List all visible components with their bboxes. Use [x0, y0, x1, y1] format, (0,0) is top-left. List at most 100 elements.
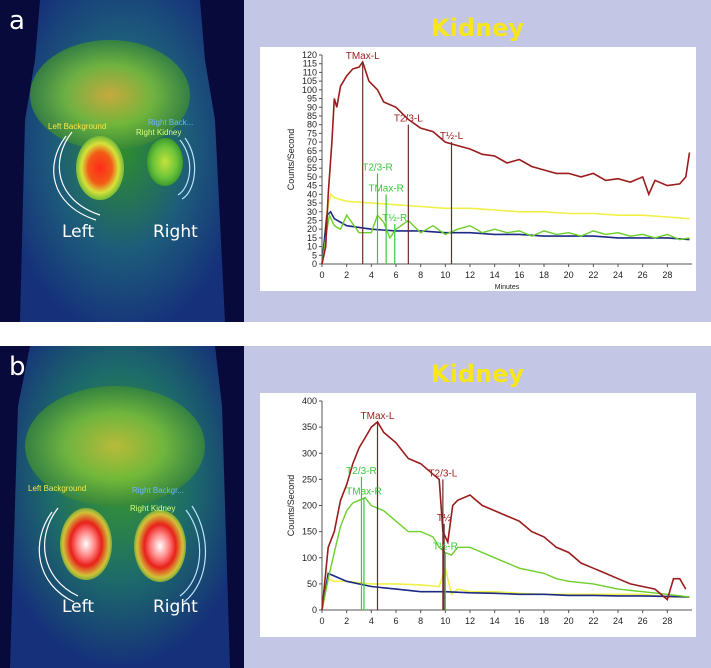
x-tick-label: 2 — [344, 616, 349, 626]
y-tick-label: 55 — [307, 163, 317, 173]
x-tick-label: 8 — [418, 270, 423, 280]
x-tick-label: 14 — [490, 616, 500, 626]
y-tick-label: 95 — [307, 94, 317, 104]
marker-label: T½-R — [382, 213, 407, 224]
x-tick-label: 16 — [514, 270, 524, 280]
x-tick-label: 28 — [662, 270, 672, 280]
y-tick-label: 10 — [307, 242, 317, 252]
right-background-label: Right Backgr... — [132, 486, 185, 495]
y-tick-label: 20 — [307, 224, 317, 234]
scan-graphic — [0, 346, 244, 668]
y-tick-label: 40 — [307, 189, 317, 199]
y-tick-label: 70 — [307, 137, 317, 147]
marker-label: TMax-R — [368, 183, 404, 194]
marker-label: TMax-L — [361, 411, 395, 422]
marker-label: T½ — [437, 513, 452, 524]
x-axis-label: Minutes — [495, 284, 520, 291]
y-tick-label: 400 — [302, 396, 317, 406]
y-tick-label: 30 — [307, 207, 317, 217]
y-tick-label: 50 — [307, 172, 317, 182]
x-tick-label: 10 — [440, 616, 450, 626]
chart-plot-area: 0 50 100 150 200 250 300 350 400 0 2 4 6 8 10 12 14 16 18 2… — [260, 393, 696, 637]
y-tick-label: 60 — [307, 155, 317, 165]
marker-label: TMax-R — [346, 487, 382, 498]
marker-label: TMax-L — [346, 51, 380, 62]
right-side-label: Right — [153, 222, 198, 242]
left-side-label: Left — [62, 222, 94, 242]
left-background-label: Left Background — [28, 484, 87, 493]
left-side-label: Left — [62, 597, 94, 617]
series-line-blue-curve — [321, 572, 690, 611]
y-tick-label: 100 — [302, 85, 317, 95]
chart-svg: 0510152025303540455055606570758085909510… — [286, 50, 692, 291]
y-tick-label: 15 — [307, 233, 317, 243]
left-background-label: Left Background — [48, 122, 107, 131]
y-tick-label: 115 — [303, 59, 317, 69]
renogram-scan-image: a Left Background Right Back... Right Ki… — [0, 0, 244, 322]
x-tick-label: 8 — [418, 616, 423, 626]
right-kidney-label: Right Kidney — [136, 128, 182, 137]
renogram-scan-image: b Left Background Right Backgr... Right … — [0, 346, 244, 668]
panel-a: a Left Background Right Back... Right Ki… — [0, 0, 711, 322]
right-side-label: Right — [153, 597, 198, 617]
y-tick-label: 250 — [302, 474, 317, 484]
x-tick-label: 26 — [638, 270, 648, 280]
y-tick-label: 50 — [307, 579, 317, 589]
chart-panel: Kidney 0 5 10 15 20 25 30 35 40 45 50 55 60 65 70 75 80 8… — [244, 0, 711, 322]
marker-label: T2/3-R — [362, 162, 393, 173]
y-tick-label: 5 — [312, 250, 317, 260]
y-tick-label: 45 — [307, 181, 317, 191]
chart-title: Kidney — [430, 14, 524, 42]
x-tick-label: 24 — [613, 616, 623, 626]
chart-title: Kidney — [430, 360, 524, 388]
x-tick-label: 22 — [588, 616, 598, 626]
y-tick-label: 25 — [307, 215, 317, 225]
x-tick-label: 12 — [465, 270, 475, 280]
x-tick-label: 10 — [440, 270, 450, 280]
x-tick-label: 20 — [564, 616, 574, 626]
series-line-right-kidney — [321, 212, 690, 265]
y-tick-label: 65 — [307, 146, 317, 156]
panel-letter: a — [9, 6, 25, 36]
series-line-yellow-curve — [321, 192, 690, 265]
y-tick-label: 105 — [302, 76, 317, 86]
y-tick-label: 0 — [312, 259, 317, 269]
x-tick-label: 0 — [319, 270, 324, 280]
y-tick-label: 35 — [307, 198, 317, 208]
x-tick-label: 6 — [393, 616, 398, 626]
y-axis-label: Counts/Second — [286, 129, 296, 191]
y-tick-label: 350 — [302, 422, 317, 432]
series-line-left-kidney — [321, 420, 687, 611]
x-tick-label: 4 — [369, 616, 374, 626]
y-tick-label: 300 — [302, 448, 317, 458]
x-tick-label: 26 — [638, 616, 648, 626]
x-tick-label: 4 — [369, 270, 374, 280]
y-tick-label: 100 — [302, 553, 317, 563]
y-tick-label: 110 — [303, 67, 317, 77]
x-tick-label: 22 — [588, 270, 598, 280]
x-tick-label: 2 — [344, 270, 349, 280]
scan-graphic — [0, 0, 244, 322]
series-line-right-kidney — [321, 496, 690, 611]
y-tick-label: 150 — [302, 527, 317, 537]
series-line-yellow-curve — [321, 565, 690, 611]
x-tick-label: 16 — [514, 616, 524, 626]
x-tick-label: 6 — [393, 270, 398, 280]
y-axis-label: Counts/Second — [286, 475, 296, 537]
y-tick-label: 75 — [307, 128, 317, 138]
series-line-blue-curve — [321, 210, 690, 265]
x-tick-label: 0 — [319, 616, 324, 626]
x-tick-label: 12 — [465, 616, 475, 626]
marker-label: T2/3-L — [428, 468, 457, 479]
x-tick-label: 18 — [539, 270, 549, 280]
series-line-left-kidney — [321, 60, 691, 265]
panel-b: b Left Background Right Backgr... Right … — [0, 346, 711, 668]
right-background-label: Right Back... — [148, 118, 194, 127]
x-tick-label: 14 — [490, 270, 500, 280]
y-tick-label: 90 — [307, 102, 317, 112]
right-kidney-label: Right Kidney — [130, 504, 176, 513]
y-tick-label: 85 — [307, 111, 317, 121]
y-tick-label: 120 — [302, 50, 317, 60]
x-tick-label: 24 — [613, 270, 623, 280]
